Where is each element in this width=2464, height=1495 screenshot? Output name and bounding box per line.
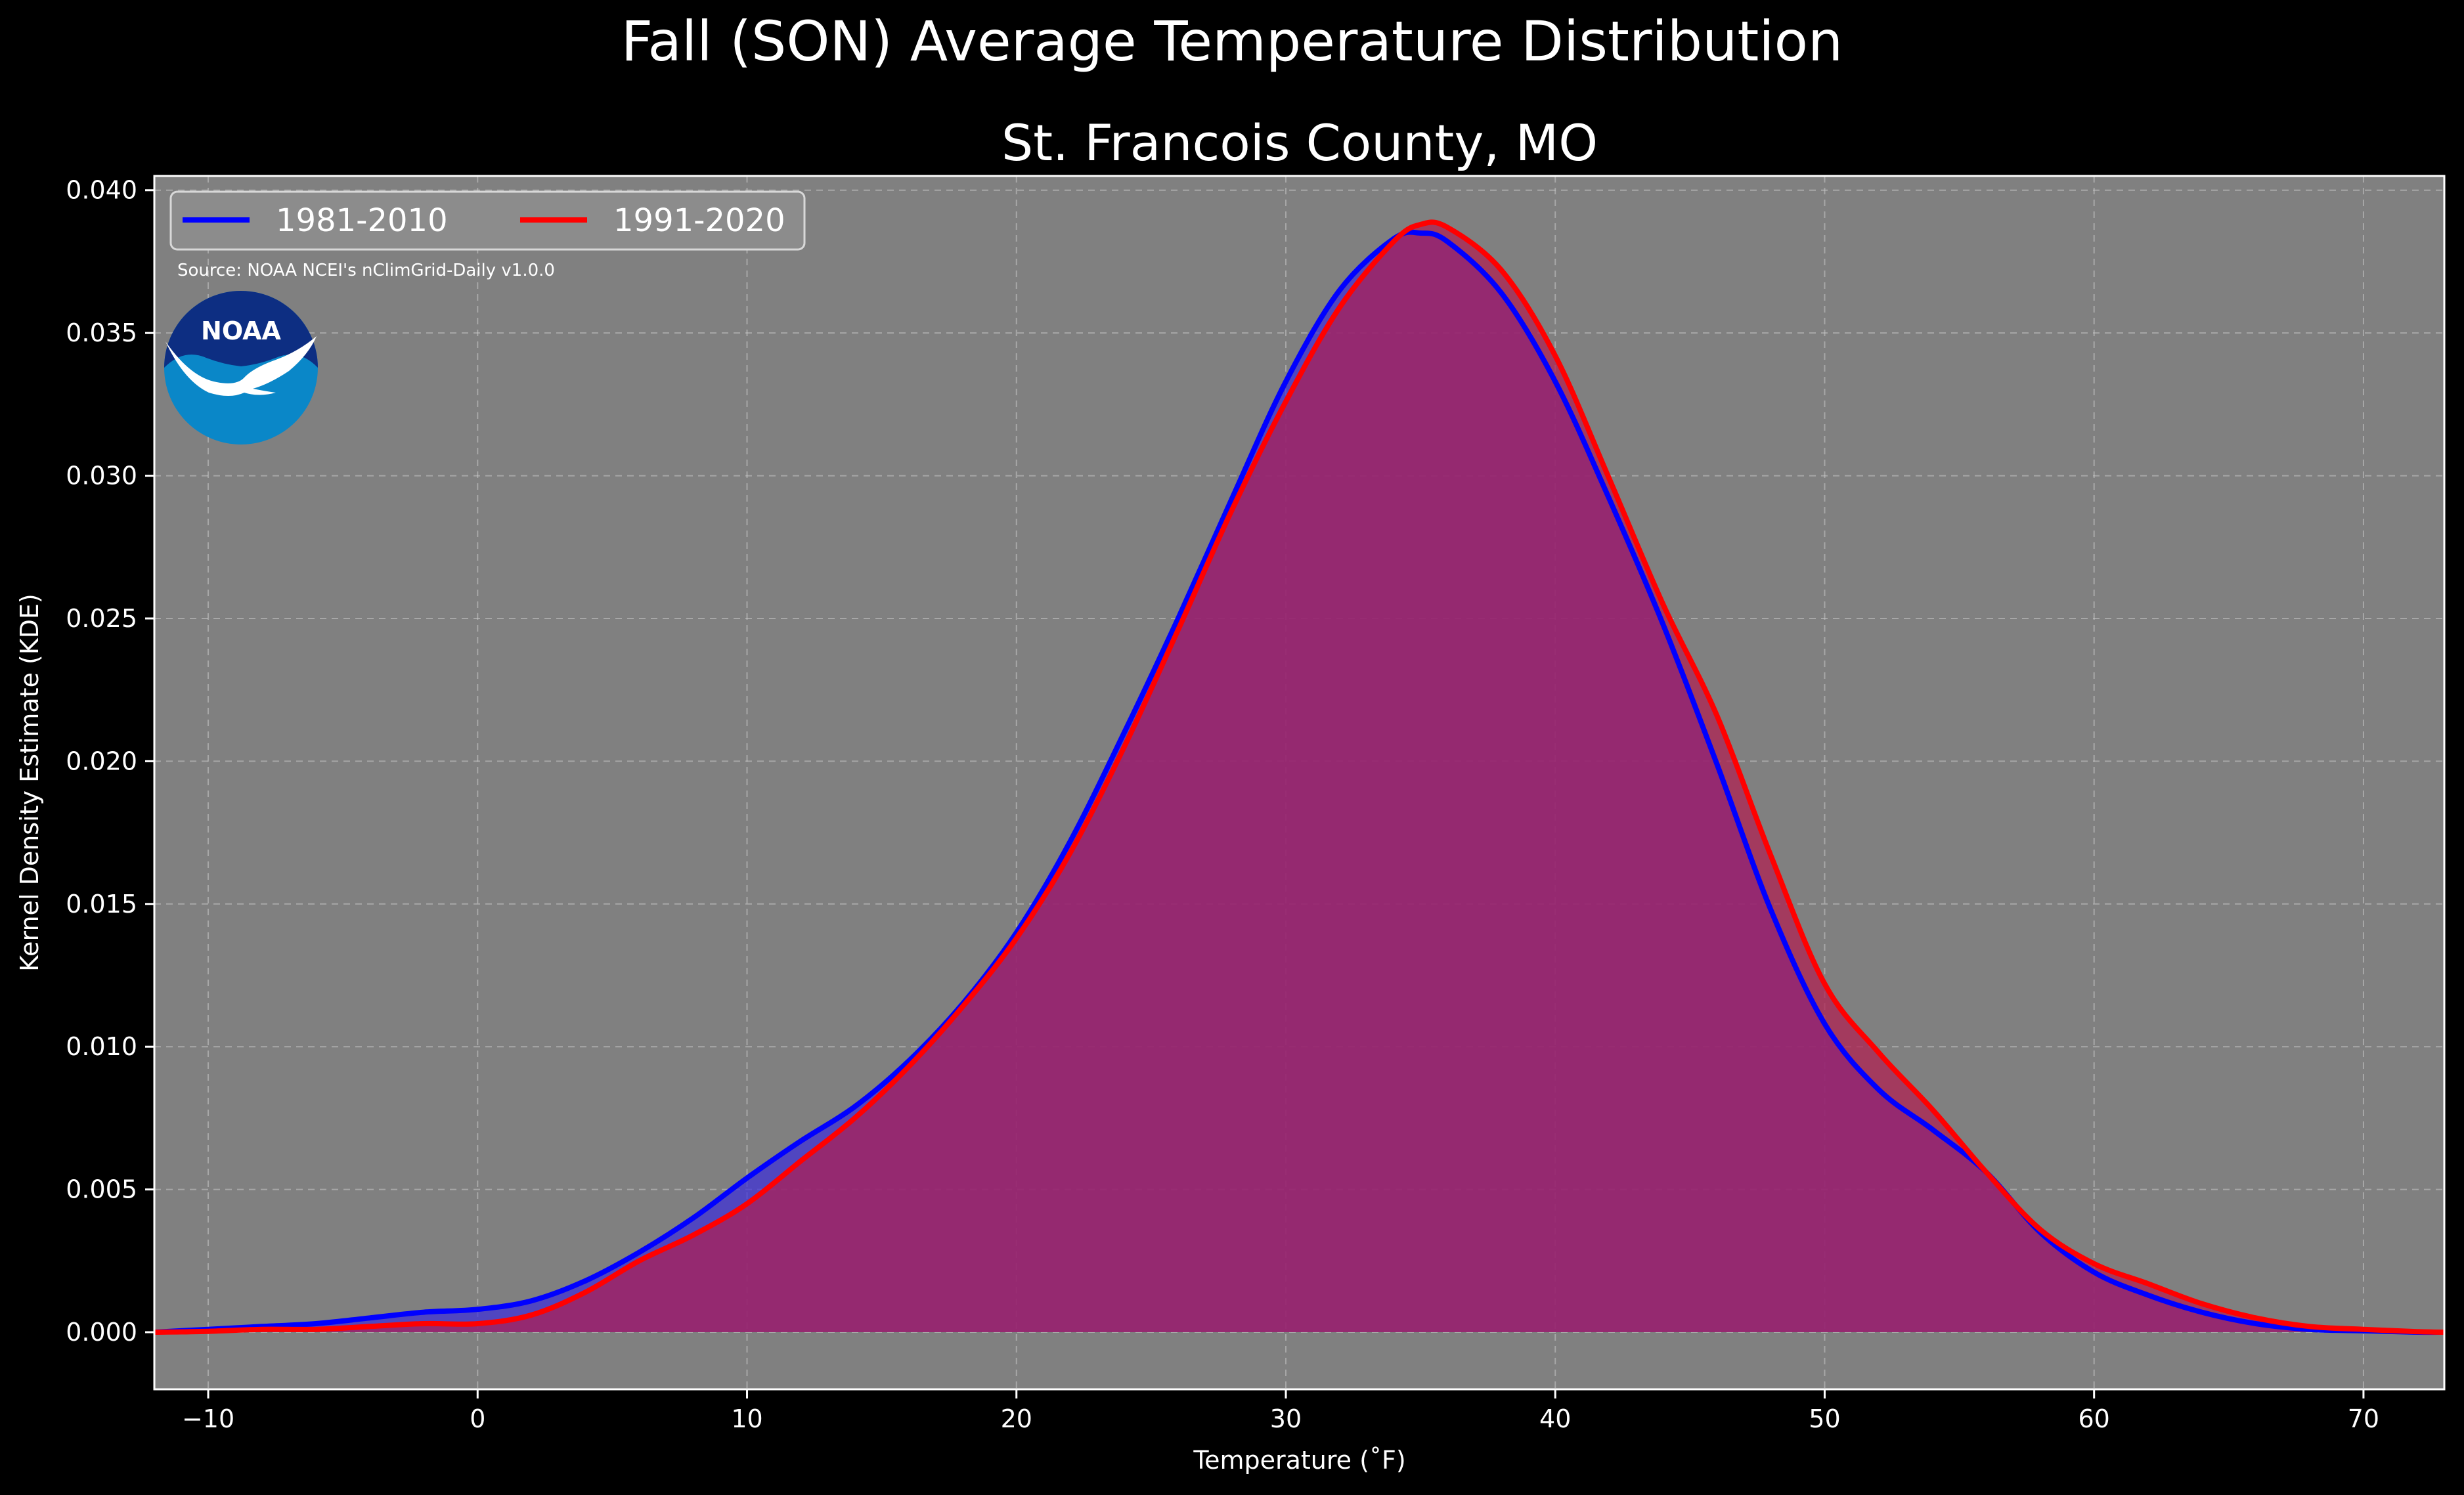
x-tick-label: 0 [470, 1404, 485, 1433]
x-tick-label: 30 [1270, 1404, 1302, 1433]
legend: 1981-2010 1991-2020 [169, 190, 806, 251]
y-tick-label: 0.005 [66, 1175, 137, 1204]
y-tick-label: 0.035 [66, 318, 137, 347]
series-area-1991-2020 [154, 222, 2444, 1333]
legend-label-1981-2010: 1981-2010 [276, 202, 448, 239]
x-tick-label: 10 [731, 1404, 762, 1433]
noaa-logo-text: NOAA [201, 316, 281, 345]
legend-box [169, 190, 806, 251]
noaa-logo: NOAA [164, 291, 318, 444]
x-tick-label: 50 [1809, 1404, 1840, 1433]
legend-label-1991-2020: 1991-2020 [613, 202, 785, 239]
x-tick-label: 70 [2348, 1404, 2379, 1433]
series-line-1991-2020 [154, 219, 2445, 1335]
x-tick-label: 20 [1001, 1404, 1032, 1433]
x-tick-label: 40 [1539, 1404, 1571, 1433]
y-axis-label: Kernel Density Estimate (KDE) [15, 594, 44, 972]
y-tick-label: 0.030 [66, 462, 137, 490]
grid [154, 176, 2444, 1389]
chart-title: St. Francois County, MO [1001, 114, 1598, 172]
plot-frame [153, 175, 2446, 1391]
y-tick-label: 0.000 [66, 1318, 137, 1347]
y-tick-label: 0.020 [66, 747, 137, 775]
y-tick-label: 0.025 [66, 604, 137, 633]
y-axis-ticks: 0.000 0.005 0.010 0.015 0.020 0.025 0.030 0.035… [66, 176, 154, 1347]
chart-suptitle: Fall (SON) Average Temperature Distribut… [621, 9, 1843, 74]
x-tick-label: 60 [2079, 1404, 2110, 1433]
x-axis-ticks: −10 0 10 20 30 40 50 60 70 [182, 1389, 2379, 1433]
y-tick-label: 0.015 [66, 890, 137, 919]
series-group [154, 219, 2445, 1335]
y-tick-label: 0.010 [66, 1032, 137, 1061]
y-tick-label: 0.040 [66, 176, 137, 205]
x-axis-label: Temperature (˚F) [1193, 1446, 1405, 1475]
source-note: Source: NOAA NCEI's nClimGrid-Daily v1.0… [177, 261, 555, 280]
x-tick-label: −10 [182, 1404, 234, 1433]
